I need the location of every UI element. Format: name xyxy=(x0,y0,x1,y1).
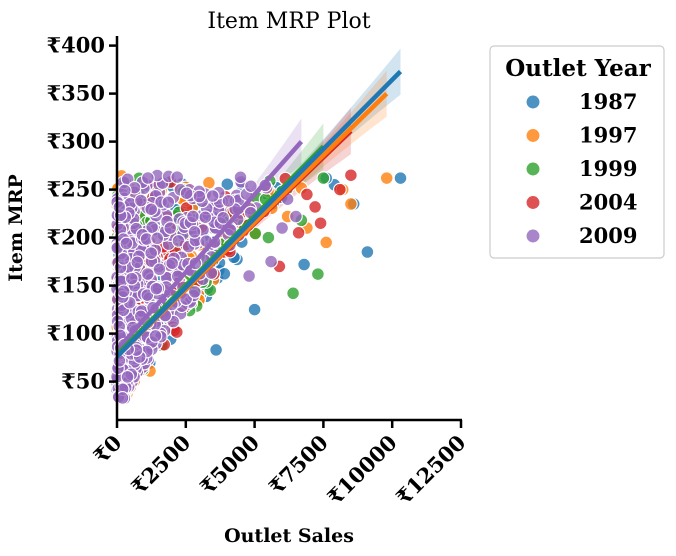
point-2009 xyxy=(112,200,127,214)
point-2009 xyxy=(244,179,258,194)
point-1987 xyxy=(360,245,375,259)
point-2009 xyxy=(216,210,231,225)
point-2009 xyxy=(233,170,248,185)
y-tick-label: ₹100 xyxy=(47,321,105,346)
point-1997 xyxy=(379,171,394,185)
point-1999 xyxy=(261,230,276,245)
legend-marker-1997 xyxy=(525,127,541,144)
y-ticks: ₹50 ₹100 ₹150 ₹200 ₹250 ₹300 ₹350 ₹400 xyxy=(47,33,117,394)
legend-label-2009: 2009 xyxy=(579,223,637,248)
point-2009 xyxy=(130,255,145,270)
point-2009 xyxy=(187,285,202,299)
y-tick-label: ₹150 xyxy=(47,273,105,298)
legend-marker-2004 xyxy=(525,194,541,211)
point-2009 xyxy=(289,209,303,224)
point-2009 xyxy=(144,246,159,260)
point-2009 xyxy=(179,292,193,306)
point-2009 xyxy=(117,183,132,198)
point-2009 xyxy=(140,267,155,281)
point-2004 xyxy=(300,187,314,202)
point-2009 xyxy=(148,329,163,343)
point-2009 xyxy=(124,271,139,286)
point-1987 xyxy=(209,343,223,357)
y-tick-label: ₹250 xyxy=(47,177,105,202)
point-2009 xyxy=(116,284,131,299)
legend-marker-1999 xyxy=(525,161,541,177)
chart-title: Item MRP Plot xyxy=(207,9,370,34)
point-1997 xyxy=(344,197,358,211)
point-1999 xyxy=(316,171,331,185)
scatter-points xyxy=(110,168,408,406)
x-tick-label: ₹2500 xyxy=(126,430,195,499)
point-2009 xyxy=(134,193,148,208)
point-2009 xyxy=(149,281,164,296)
legend: Outlet Year 1987 1997 1999 2004 2009 xyxy=(489,45,665,259)
x-ticks: ₹0 ₹2500 ₹5000 ₹7500₹10000₹12500 xyxy=(88,420,471,510)
point-2004 xyxy=(308,200,322,214)
point-2009 xyxy=(187,225,202,239)
legend-marker-2009 xyxy=(525,228,541,244)
point-2009 xyxy=(144,202,159,217)
point-1999 xyxy=(311,267,325,281)
point-2009 xyxy=(120,370,135,384)
y-axis-label: Item MRP xyxy=(5,174,27,282)
point-2009 xyxy=(242,269,256,283)
regression-line-1987 xyxy=(115,69,403,359)
point-2009 xyxy=(198,210,213,225)
y-tick-label: ₹50 xyxy=(61,369,105,394)
y-tick-label: ₹350 xyxy=(47,81,105,106)
point-2009 xyxy=(205,189,220,203)
point-2004 xyxy=(291,225,306,240)
x-tick-label: ₹5000 xyxy=(195,430,264,499)
point-2009 xyxy=(145,220,159,235)
point-1987 xyxy=(297,257,311,272)
point-2009 xyxy=(171,234,186,248)
legend-label-1999: 1999 xyxy=(579,156,637,181)
point-1997 xyxy=(319,235,334,250)
point-2004 xyxy=(344,168,358,183)
point-2009 xyxy=(186,209,200,224)
point-2009 xyxy=(221,194,236,208)
point-2009 xyxy=(150,231,165,246)
point-2009 xyxy=(179,186,194,201)
x-axis-label: Outlet Sales xyxy=(224,525,354,547)
axes xyxy=(115,36,462,422)
point-2004 xyxy=(333,182,347,197)
x-tick-label: ₹7500 xyxy=(264,430,333,499)
point-1987 xyxy=(247,302,262,317)
x-tick-label: ₹0 xyxy=(88,430,126,468)
legend-marker-1987 xyxy=(525,94,541,110)
x-tick-label: ₹12500 xyxy=(391,430,471,510)
legend-label-2004: 2004 xyxy=(579,190,637,215)
point-1987 xyxy=(393,171,408,185)
point-2009 xyxy=(161,195,176,210)
legend-label-1987: 1987 xyxy=(579,89,637,114)
point-1999 xyxy=(286,286,300,301)
point-2009 xyxy=(192,189,207,204)
y-tick-label: ₹400 xyxy=(47,33,105,58)
legend-title: Outlet Year xyxy=(505,55,651,82)
x-tick-label: ₹10000 xyxy=(322,430,402,510)
regression-lines xyxy=(115,69,403,359)
point-2004 xyxy=(313,216,328,231)
point-2009 xyxy=(119,236,134,251)
regression-line-2009 xyxy=(115,140,304,352)
point-2009 xyxy=(264,254,278,269)
point-2009 xyxy=(152,262,167,277)
point-2009 xyxy=(275,221,289,235)
point-2009 xyxy=(163,221,178,235)
y-tick-label: ₹300 xyxy=(47,129,105,154)
point-2009 xyxy=(170,170,185,184)
point-2009 xyxy=(165,256,180,271)
y-tick-label: ₹200 xyxy=(47,225,105,250)
legend-label-1997: 1997 xyxy=(579,123,637,148)
point-2009 xyxy=(141,171,155,185)
